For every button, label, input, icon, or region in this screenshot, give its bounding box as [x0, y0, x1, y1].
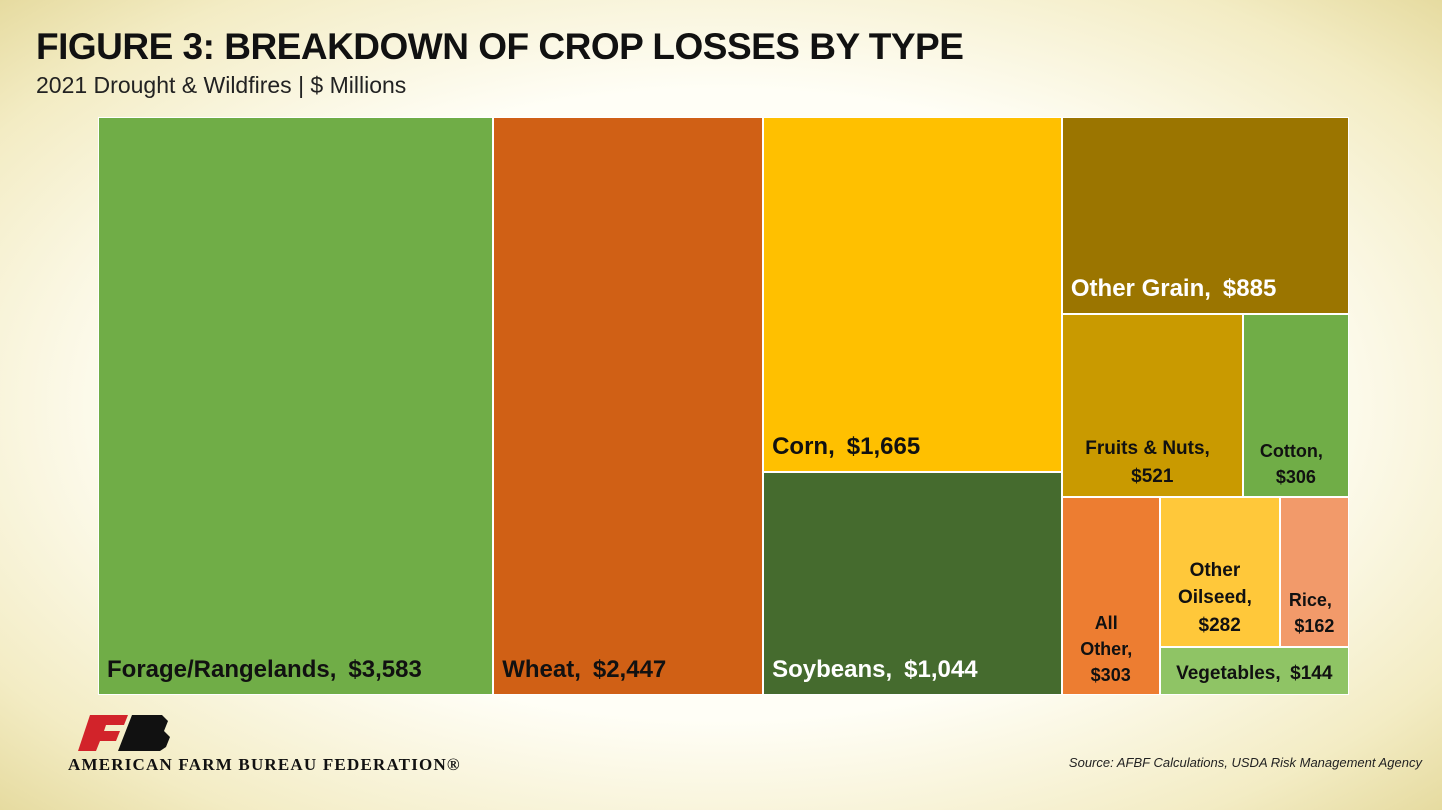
category-label: Soybeans,	[772, 656, 893, 684]
chart-title: FIGURE 3: BREAKDOWN OF CROP LOSSES BY TY…	[36, 26, 964, 67]
cell-label: Corn, $1,665	[772, 430, 1053, 465]
category-label: Cotton,	[1259, 440, 1323, 461]
value-label: $306	[1275, 467, 1316, 488]
value-label: $885	[1222, 274, 1277, 302]
value-label: $303	[1090, 664, 1131, 685]
logo	[78, 715, 170, 751]
value-label: $1,665	[846, 433, 921, 461]
value-label: $144	[1290, 663, 1333, 685]
treemap-cell: Other Oilseed, $282	[1159, 497, 1280, 647]
cell-label: Vegetables, $144	[1169, 660, 1340, 688]
value-label: $2,447	[592, 656, 667, 684]
treemap-cell: Other Grain, $885	[1061, 117, 1349, 314]
cell-label: Forage/Rangelands, $3,583	[107, 653, 484, 688]
treemap-cell: Rice, $162	[1279, 497, 1349, 647]
treemap-cell: Forage/Rangelands, $3,583	[98, 117, 494, 695]
treemap-cell: Cotton, $306	[1242, 313, 1349, 498]
category-label: Corn,	[772, 433, 835, 461]
cell-label: Wheat, $2,447	[502, 653, 754, 688]
cell-label: Rice, $162	[1289, 587, 1340, 639]
category-label: Other Grain,	[1070, 274, 1211, 302]
treemap: Forage/Rangelands, $3,583 Wheat, $2,447 Corn…	[98, 117, 1349, 695]
category-label: Other Oilseed,	[1177, 559, 1252, 609]
value-label: $521	[1131, 465, 1174, 487]
treemap-cell: Corn, $1,665	[763, 117, 1062, 473]
category-label: Wheat,	[502, 656, 581, 684]
category-label: Vegetables,	[1176, 663, 1281, 685]
category-label: All Other,	[1080, 612, 1133, 659]
cell-label: Fruits & Nuts, $521	[1071, 435, 1234, 490]
cell-label: Other Grain, $885	[1071, 272, 1340, 307]
category-label: Rice,	[1288, 590, 1332, 611]
value-label: $162	[1294, 616, 1335, 637]
cell-label: Soybeans, $1,044	[772, 653, 1053, 688]
treemap-cell: Fruits & Nuts, $521	[1061, 313, 1243, 498]
treemap-cell: Wheat, $2,447	[493, 117, 764, 695]
value-label: $3,583	[348, 656, 422, 684]
organization: AMERICAN FARM BUREAU FEDERATION®	[68, 755, 461, 774]
logo-b	[118, 715, 170, 751]
category-label: Fruits & Nuts,	[1085, 438, 1210, 460]
cell-label: All Other, $303	[1071, 610, 1151, 688]
treemap-cell: All Other, $303	[1061, 497, 1160, 695]
cell-label: Other Oilseed, $282	[1169, 557, 1271, 640]
treemap-cell: Vegetables, $144	[1159, 646, 1349, 695]
value-label: $282	[1198, 614, 1241, 636]
source-note: Source: AFBF Calculations, USDA Risk Man…	[1068, 755, 1422, 770]
cell-label: Cotton, $306	[1252, 438, 1340, 490]
treemap-cell: Soybeans, $1,044	[763, 472, 1062, 695]
chart-subtitle: 2021 Drought & Wildfires | $ Millions	[36, 72, 407, 98]
value-label: $1,044	[904, 656, 978, 684]
category-label: Forage/Rangelands,	[107, 656, 337, 684]
logo-f	[78, 715, 128, 751]
